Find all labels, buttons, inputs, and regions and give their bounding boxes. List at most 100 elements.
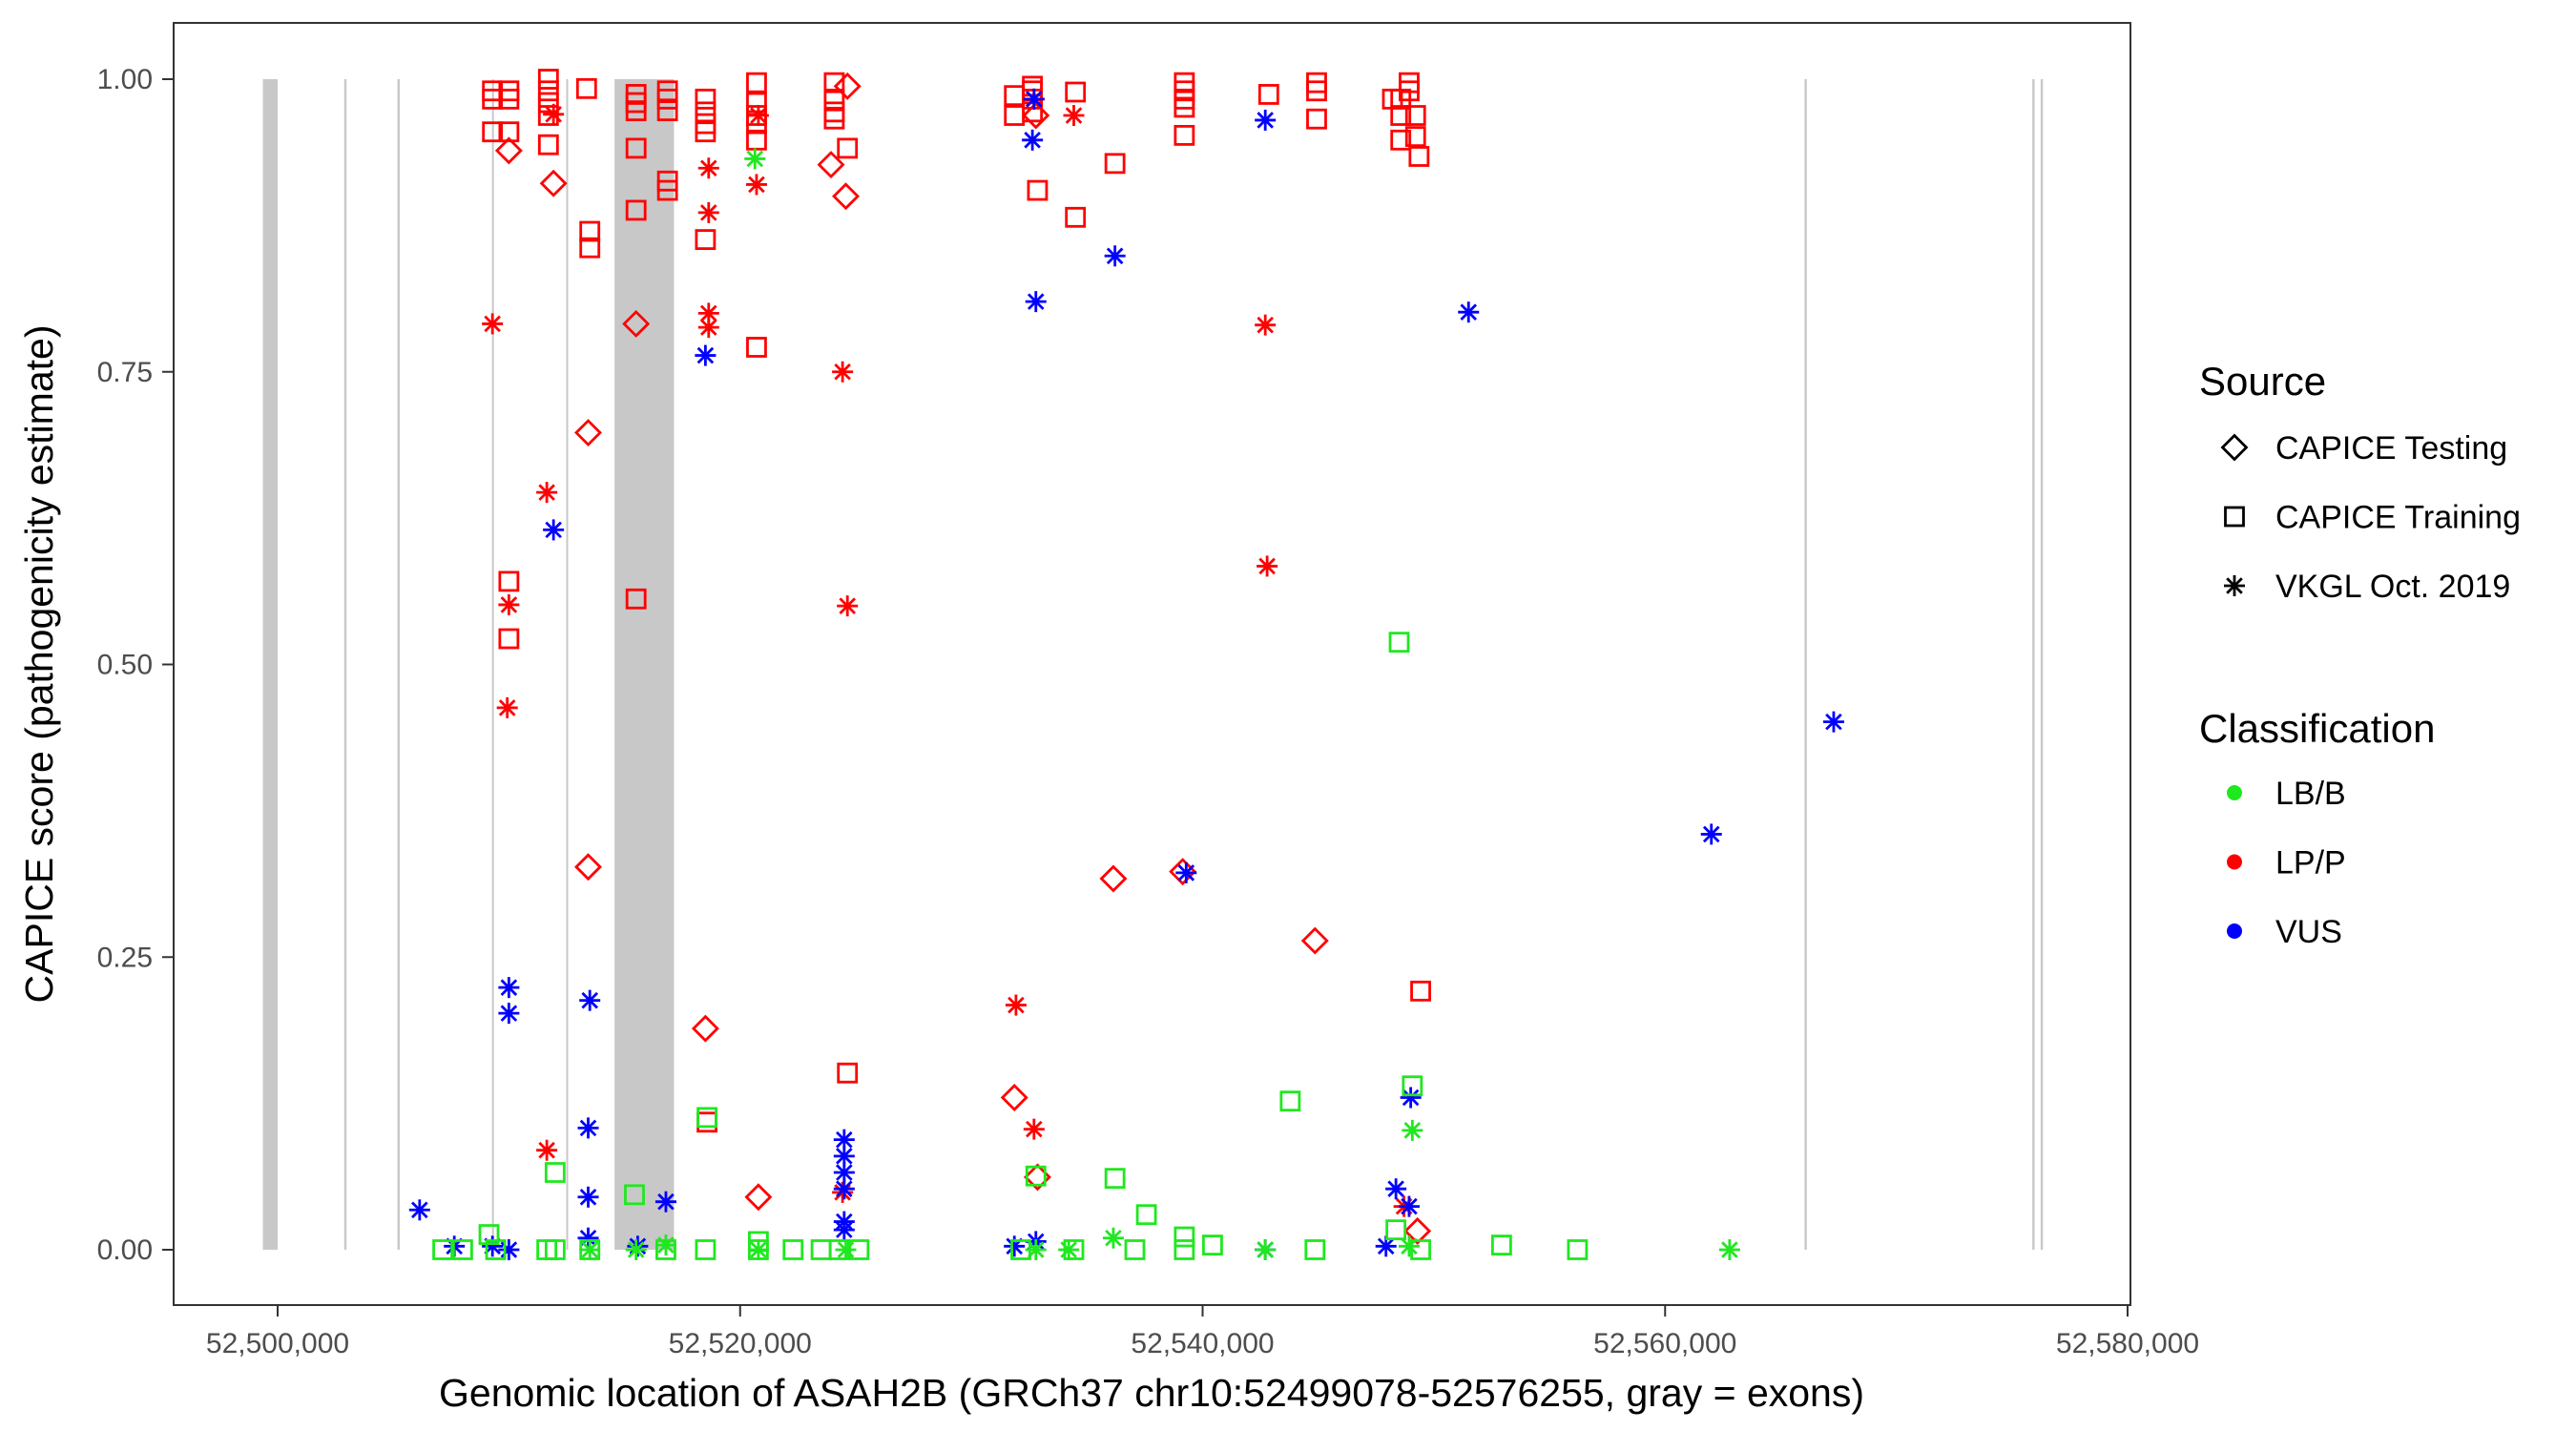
data-point — [1255, 109, 1277, 131]
x-axis-title: Genomic location of ASAH2B (GRCh37 chr10… — [439, 1371, 1864, 1415]
data-point — [539, 169, 568, 197]
data-point — [1385, 1219, 1407, 1241]
data-point — [537, 134, 559, 156]
data-point — [579, 1239, 601, 1260]
data-point — [536, 1139, 558, 1161]
data-point — [579, 220, 601, 242]
data-point — [696, 1107, 717, 1129]
data-point — [833, 1219, 855, 1241]
data-point — [498, 1003, 520, 1025]
legend-class-label: LB/B — [2275, 776, 2346, 812]
y-axis: 0.00 0.25 0.50 0.75 1.00 — [97, 64, 174, 1266]
data-point — [624, 1184, 645, 1206]
data-point — [1104, 1168, 1126, 1190]
data-point — [537, 69, 559, 90]
data-point — [496, 696, 518, 718]
data-point — [837, 1062, 859, 1084]
data-point — [485, 1239, 507, 1260]
data-point — [1058, 1239, 1080, 1260]
data-point — [625, 137, 647, 159]
data-point — [1174, 1239, 1195, 1260]
data-point — [1022, 101, 1050, 130]
y-tick-label: 0.00 — [97, 1234, 153, 1266]
exon-band — [2040, 79, 2044, 1250]
data-point — [1404, 105, 1426, 126]
data-point — [1025, 291, 1047, 313]
data-point — [1306, 80, 1327, 102]
data-point — [543, 103, 565, 125]
data-point — [1257, 84, 1279, 105]
data-point — [1410, 980, 1431, 1002]
legend-source-label: VKGL Oct. 2019 — [2275, 569, 2510, 605]
data-point — [1135, 1204, 1157, 1226]
data-point — [451, 1239, 473, 1260]
data-point — [745, 174, 767, 196]
data-point — [746, 72, 767, 93]
data-point — [832, 361, 854, 383]
data-point — [494, 136, 523, 165]
data-point — [1300, 926, 1329, 955]
data-point — [1255, 1239, 1277, 1260]
data-point — [1306, 108, 1327, 130]
data-point — [1023, 1118, 1045, 1140]
data-point — [1022, 101, 1044, 123]
legend-class-label: VUS — [2275, 914, 2342, 950]
data-point — [695, 229, 717, 250]
data-point — [579, 989, 601, 1011]
legend-source-label: CAPICE Training — [2275, 500, 2521, 536]
data-point — [835, 1239, 857, 1260]
data-point — [482, 313, 504, 335]
data-point — [432, 1239, 453, 1260]
data-point — [544, 1239, 566, 1260]
exon-band — [262, 79, 278, 1250]
data-point — [1027, 179, 1049, 201]
data-point — [1822, 711, 1844, 733]
data-point — [833, 1145, 855, 1167]
data-point — [746, 129, 767, 151]
data-point — [1388, 632, 1410, 653]
data-point — [817, 151, 845, 179]
data-point — [498, 593, 520, 615]
data-point — [1257, 555, 1278, 577]
x-axis: 52,500,000 52,520,000 52,540,000 52,560,000… — [206, 1305, 2199, 1359]
data-point — [1700, 823, 1722, 845]
data-point — [1404, 126, 1426, 148]
data-point — [577, 1117, 599, 1139]
data-point — [627, 1235, 649, 1257]
legend-key-square — [2224, 506, 2245, 528]
data-point — [1718, 1239, 1740, 1260]
x-tick-label: 52,580,000 — [2056, 1328, 2199, 1359]
data-point — [482, 1235, 504, 1257]
data-point — [837, 595, 859, 617]
data-point — [656, 179, 678, 201]
data-point — [1390, 129, 1412, 151]
data-point — [656, 100, 678, 122]
data-point — [697, 201, 719, 223]
legend-classification-title: Classification — [2199, 706, 2435, 751]
data-point — [575, 77, 597, 99]
data-point — [1023, 88, 1045, 110]
data-point — [544, 1162, 566, 1183]
data-point — [1025, 1165, 1047, 1187]
data-point — [1004, 105, 1026, 126]
data-point — [1102, 1227, 1124, 1249]
x-tick-label: 52,500,000 — [206, 1328, 349, 1359]
data-point — [746, 337, 767, 358]
data-point — [1174, 124, 1195, 146]
data-point — [625, 588, 647, 610]
exon-band — [491, 79, 494, 1250]
data-point — [823, 101, 845, 123]
data-point — [482, 121, 504, 143]
data-point — [498, 570, 520, 592]
data-point — [498, 121, 520, 143]
data-point — [1390, 105, 1412, 126]
data-point — [1099, 864, 1128, 893]
data-point — [695, 101, 717, 123]
data-point — [408, 1199, 430, 1221]
y-tick-label: 0.25 — [97, 942, 153, 973]
data-point — [656, 88, 678, 110]
data-point — [833, 72, 862, 100]
data-point — [1490, 1234, 1512, 1255]
data-point — [1000, 1084, 1028, 1111]
